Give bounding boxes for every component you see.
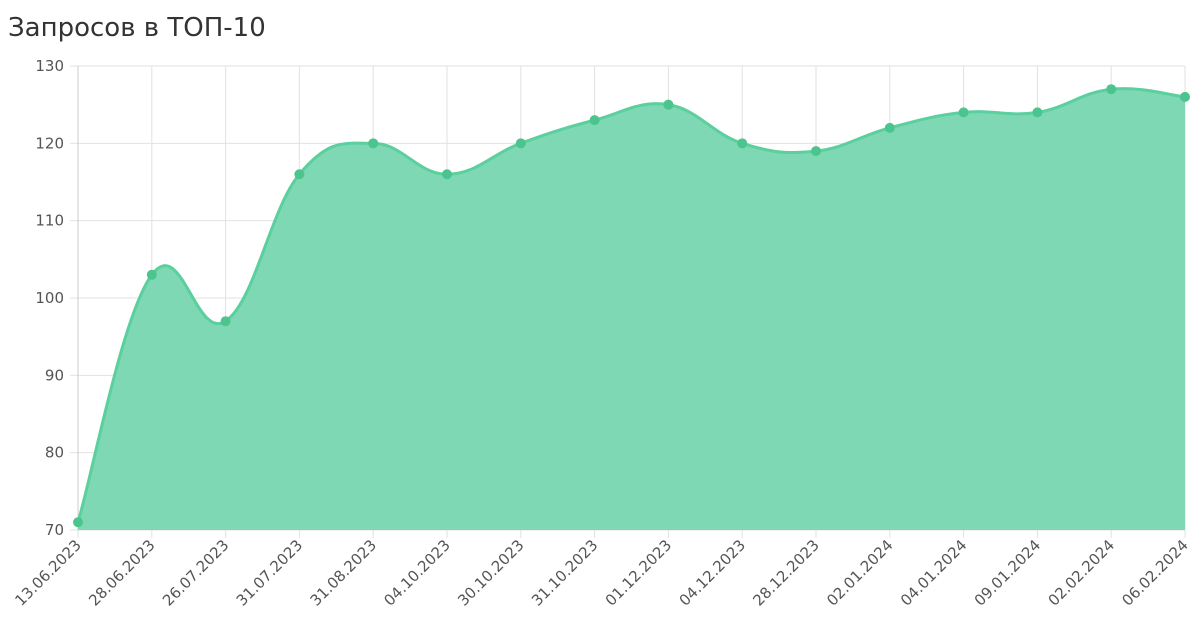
point <box>146 269 157 280</box>
y-tick-label: 80 <box>45 444 64 462</box>
x-tick-label: 30.10.2023 <box>454 536 527 609</box>
line <box>76 87 1186 523</box>
point <box>515 138 526 149</box>
point <box>368 138 379 149</box>
y-tick-label: 110 <box>35 212 64 230</box>
x-tick-label: 31.07.2023 <box>233 536 306 609</box>
point <box>220 316 231 327</box>
x-tick-label: 13.06.2023 <box>11 536 84 609</box>
point <box>73 517 83 528</box>
x-tick-label: 02.01.2024 <box>823 536 896 609</box>
point <box>884 122 895 133</box>
x-tick-label: 09.01.2024 <box>971 536 1044 609</box>
point <box>958 107 969 118</box>
y-tick-label: 120 <box>35 134 64 152</box>
x-tick-label: 01.12.2023 <box>602 536 675 609</box>
y-tick-label: 70 <box>45 521 64 539</box>
point <box>811 146 821 157</box>
x-tick-label: 28.06.2023 <box>85 536 158 609</box>
point <box>663 99 674 110</box>
x-tick-label: 02.02.2024 <box>1045 536 1118 609</box>
point <box>1180 91 1190 102</box>
point <box>294 169 305 180</box>
x-tick-label: 31.10.2023 <box>528 536 601 609</box>
x-tick-label: 28.12.2023 <box>749 536 822 609</box>
y-tick-label: 100 <box>35 289 64 307</box>
x-tick-label: 04.10.2023 <box>380 536 453 609</box>
x-tick-label: 04.01.2024 <box>897 536 970 609</box>
y-tick-label: 130 <box>35 57 64 75</box>
point <box>442 169 452 180</box>
x-tick-label: 31.08.2023 <box>307 536 380 609</box>
x-tick-label: 06.02.2024 <box>1118 536 1191 609</box>
x-tick-label: 04.12.2023 <box>676 536 749 609</box>
chart-title: Запросов в ТОП-10 <box>8 13 266 43</box>
point <box>1032 107 1043 118</box>
y-tick-label: 90 <box>45 366 64 384</box>
point <box>1106 84 1117 95</box>
point <box>737 138 748 149</box>
point <box>589 115 600 126</box>
x-tick-label: 26.07.2023 <box>159 536 232 609</box>
area-fill <box>78 88 1185 531</box>
